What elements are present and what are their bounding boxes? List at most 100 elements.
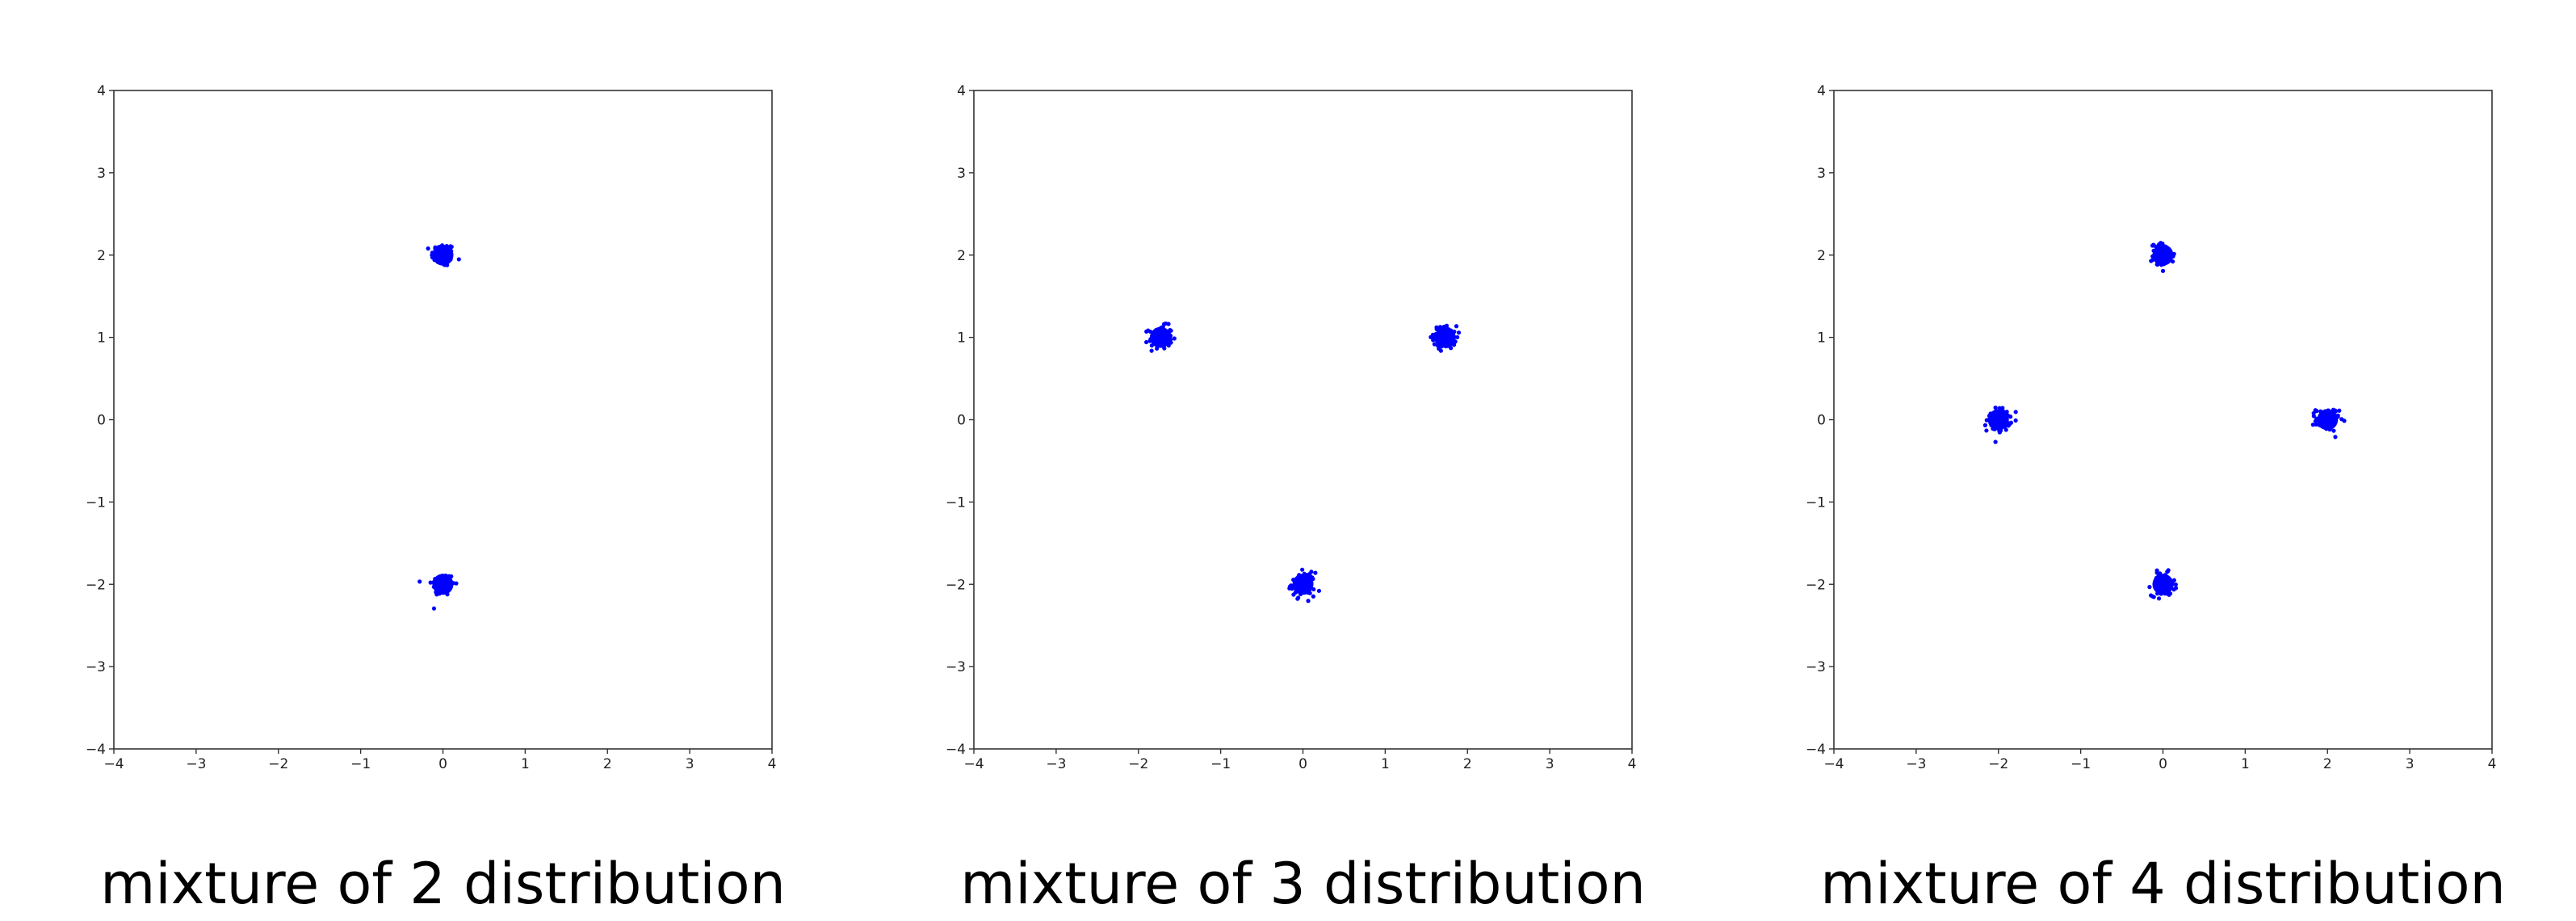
data-point (2324, 425, 2329, 430)
data-point (448, 250, 454, 255)
data-point (444, 243, 449, 249)
data-point (1445, 343, 1450, 348)
data-point (417, 579, 422, 584)
data-point (1448, 335, 1453, 340)
data-point (1433, 331, 1438, 337)
data-point (2004, 419, 2009, 424)
data-point (2333, 435, 2338, 439)
y-tick-label: 0 (957, 413, 966, 429)
data-point (440, 250, 445, 254)
data-point (1435, 343, 1440, 348)
data-point (1149, 348, 1154, 353)
data-point (2324, 421, 2329, 426)
data-point (2310, 423, 2315, 427)
y-tick-label: −3 (1806, 659, 1826, 675)
data-point (2162, 249, 2167, 254)
data-point (2163, 585, 2169, 590)
data-point (2155, 578, 2160, 583)
plot-area (113, 90, 773, 750)
data-point (1162, 332, 1167, 337)
data-point (2173, 582, 2178, 587)
data-point (2314, 416, 2319, 421)
data-point (2314, 409, 2319, 414)
data-point (2328, 426, 2333, 431)
data-point (1305, 590, 1311, 595)
data-point (441, 578, 446, 582)
data-point (1990, 418, 1995, 423)
data-point (1984, 418, 1989, 423)
data-point (430, 255, 435, 260)
data-point (2339, 417, 2344, 422)
data-point (1994, 409, 1999, 414)
data-point (1437, 347, 1441, 351)
data-point (2328, 417, 2333, 422)
data-point (434, 250, 439, 254)
x-tick-label: 2 (603, 756, 612, 772)
data-point (1455, 334, 1460, 340)
data-point (1982, 423, 1988, 427)
data-point (1431, 338, 1436, 343)
data-point (2166, 568, 2171, 573)
data-point (438, 258, 443, 263)
plot-area (1833, 90, 2493, 750)
data-point (2331, 414, 2336, 419)
x-tick-label: −2 (268, 756, 288, 772)
data-point (1168, 334, 1173, 339)
data-point (2170, 581, 2175, 587)
y-tick-label: −2 (86, 577, 106, 593)
data-point (446, 586, 451, 591)
x-tick-label: 3 (2406, 756, 2414, 772)
data-point (2013, 410, 2018, 414)
data-point (443, 582, 447, 588)
data-point (1311, 587, 1316, 592)
data-point (2322, 417, 2326, 422)
data-point (2151, 595, 2156, 599)
data-point (2327, 423, 2332, 427)
data-point (1300, 567, 1305, 572)
y-tick-label: −4 (86, 742, 106, 758)
y-tick-label: 0 (1817, 413, 1826, 429)
data-point (2158, 587, 2163, 592)
data-point (2162, 261, 2167, 266)
data-point (1159, 326, 1164, 330)
x-tick-label: −4 (963, 756, 984, 772)
y-tick-label: −1 (946, 494, 966, 511)
x-tick-label: 4 (2488, 756, 2497, 772)
data-point (2173, 586, 2179, 591)
x-tick-label: 3 (1546, 756, 1554, 772)
cluster-2 (1429, 323, 1462, 353)
data-point (447, 574, 451, 578)
x-tick-label: 2 (1463, 756, 1472, 772)
data-point (2167, 247, 2171, 252)
data-point (1156, 343, 1161, 348)
data-point (1298, 591, 1303, 596)
data-point (2003, 427, 2008, 432)
data-point (1449, 346, 1454, 351)
data-point (2337, 408, 2342, 413)
plot-area (973, 90, 1633, 750)
cluster-4 (2147, 568, 2179, 601)
data-point (436, 245, 441, 250)
y-tick-label: −1 (86, 494, 106, 511)
data-point (2000, 406, 2005, 410)
data-point (441, 246, 446, 250)
y-tick-label: 4 (957, 83, 966, 99)
data-point (1166, 322, 1171, 326)
data-point (1316, 588, 1322, 593)
chart-panel-3: −4 −3 −2 −1 0 1 2 3 4 −4 −3 −2 −1 0 1 2 3 4 mixture of 4 d… (1806, 83, 2506, 917)
data-point (1162, 346, 1167, 351)
y-tick-label: 1 (97, 330, 106, 347)
data-point (1437, 325, 1443, 330)
y-tick-label: 1 (1817, 330, 1826, 347)
data-point (1991, 427, 1995, 431)
data-point (456, 257, 461, 262)
data-point (1992, 415, 1997, 420)
data-point (1454, 324, 1459, 329)
data-point (2167, 578, 2171, 582)
cluster-1 (2149, 241, 2176, 273)
data-point (1313, 570, 1318, 575)
data-point (2311, 410, 2316, 416)
y-tick-label: 3 (1817, 166, 1826, 182)
data-point (431, 606, 437, 611)
data-point (1993, 420, 1998, 425)
